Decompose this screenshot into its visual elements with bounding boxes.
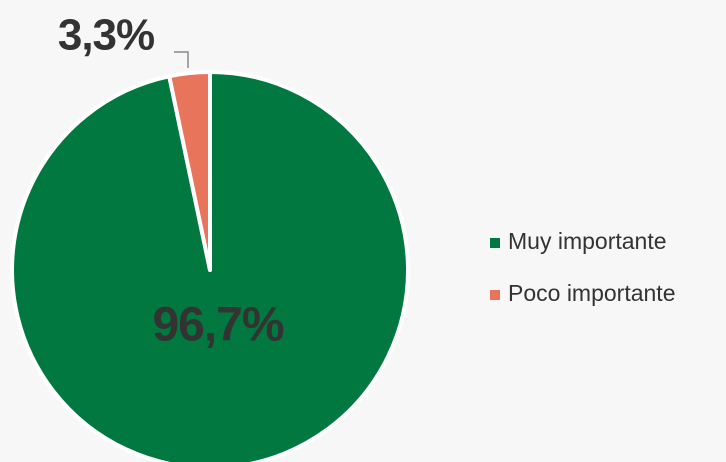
legend-swatch [490, 290, 500, 300]
legend-label: Muy importante [508, 228, 667, 254]
data-label: 3,3% [58, 11, 154, 60]
legend-label: Poco importante [508, 280, 675, 306]
leader-line [174, 51, 189, 68]
pie-slice [10, 70, 410, 462]
pie-slice [167, 70, 212, 272]
legend-swatch [490, 238, 500, 248]
data-label: 96,7% [152, 299, 283, 352]
